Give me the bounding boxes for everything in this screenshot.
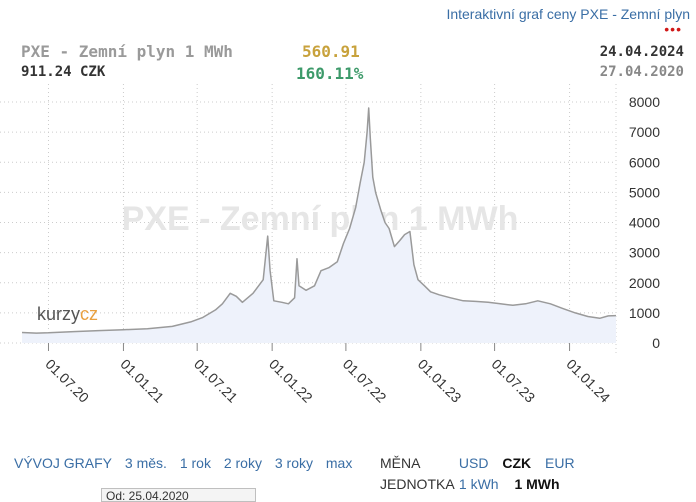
- range-3-years[interactable]: 3 roky: [274, 455, 313, 471]
- y-tick-label: 3000: [629, 245, 660, 261]
- range-2-years[interactable]: 2 roky: [223, 455, 262, 471]
- brand-logo: kurzycz: [37, 304, 98, 324]
- range-selector: VÝVOJ GRAFY 3 měs. 1 rok 2 roky 3 roky m…: [14, 455, 361, 471]
- series-line: [21, 107, 617, 334]
- unit-kwh[interactable]: 1 kWh: [458, 476, 499, 492]
- unit-label: JEDNOTKA: [380, 476, 455, 492]
- currency-eur[interactable]: EUR: [545, 455, 575, 471]
- y-tick-label: 4000: [629, 215, 660, 231]
- y-tick-label: 2000: [629, 275, 660, 291]
- price-change: 160.11%: [296, 64, 364, 83]
- y-tick-label: 0: [652, 335, 660, 351]
- y-tick-label: 6000: [629, 154, 660, 170]
- unit-mwh[interactable]: 1 MWh: [514, 476, 560, 492]
- series-area: [22, 108, 616, 343]
- x-tick-label: 01.07.22: [340, 356, 390, 406]
- more-options-icon[interactable]: •••: [664, 21, 682, 37]
- current-price: 560.91: [302, 42, 360, 61]
- currency-usd[interactable]: USD: [458, 455, 489, 471]
- currency-selector: MĚNA USD CZK EUR: [380, 455, 575, 471]
- vyvoj-label[interactable]: VÝVOJ GRAFY: [14, 455, 113, 471]
- chart-watermark: PXE - Zemní plyn 1 MWh: [122, 200, 519, 238]
- currency-label: MĚNA: [380, 455, 421, 471]
- range-max[interactable]: max: [325, 455, 353, 471]
- range-3-months[interactable]: 3 měs.: [124, 455, 167, 471]
- price-chart[interactable]: 0 1000 2000 3000 4000 5000 6000 7000 8000 01.07.2…: [0, 84, 696, 444]
- x-tick-label: 01.01.23: [415, 356, 465, 406]
- x-tick-label: 01.07.23: [488, 356, 538, 406]
- x-tick-label: 01.07.20: [42, 356, 92, 406]
- x-tick-label: 01.01.22: [266, 356, 316, 406]
- date-start: 27.04.2020: [599, 64, 684, 80]
- y-tick-label: 5000: [629, 184, 660, 200]
- y-tick-label: 7000: [629, 124, 660, 140]
- x-tick-label: 01.07.21: [191, 356, 241, 406]
- x-tick-label: 01.01.24: [563, 356, 613, 406]
- date-from-input[interactable]: Od: 25.04.2020: [101, 488, 256, 502]
- y-tick-label: 1000: [629, 305, 660, 321]
- currency-czk[interactable]: CZK: [502, 455, 532, 471]
- date-end: 24.04.2024: [599, 44, 684, 60]
- instrument-title: PXE - Zemní plyn 1 MWh: [21, 42, 233, 61]
- range-1-year[interactable]: 1 rok: [179, 455, 211, 471]
- interactive-chart-link[interactable]: Interaktivní graf ceny PXE - Zemní plyn: [446, 6, 690, 22]
- y-tick-label: 8000: [629, 94, 660, 110]
- unit-selector: JEDNOTKA 1 kWh 1 MWh: [380, 476, 560, 492]
- x-tick-label: 01.01.21: [117, 356, 167, 406]
- price-czk: 911.24 CZK: [21, 64, 106, 80]
